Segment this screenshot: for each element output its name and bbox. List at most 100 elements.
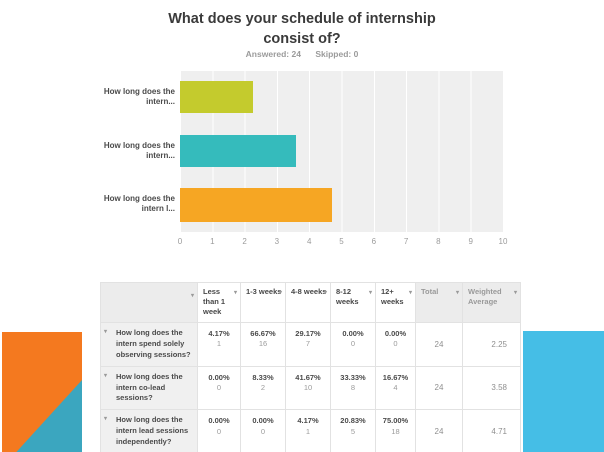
- count-value: 0: [216, 382, 222, 392]
- count-value: 4: [393, 382, 398, 392]
- col-header-label: Total: [421, 287, 439, 296]
- table-row: ▾ How long does the intern lead sessions…: [100, 409, 521, 452]
- answer-cell: 4.17% 1: [285, 409, 331, 452]
- sort-icon[interactable]: ▾: [368, 290, 372, 296]
- count-value: 2: [260, 382, 266, 392]
- col-header-total: Total ▾: [415, 282, 463, 323]
- percent-value: 8.33%: [252, 372, 274, 382]
- weighted-average-cell: 2.25: [462, 322, 521, 367]
- percent-value: 4.17%: [208, 329, 230, 338]
- sort-icon[interactable]: ▾: [408, 290, 412, 296]
- percent-value: 16.67%: [382, 372, 409, 382]
- count-value: 0: [350, 339, 356, 349]
- skipped-count: Skipped: 0: [315, 49, 359, 59]
- results-table: ▾ Less than 1 week ▾ 1-3 weeks ▾ 4-8 wee…: [100, 282, 521, 452]
- table-row: ▾ How long does the intern co-lead sessi…: [100, 365, 521, 411]
- row-expand-icon[interactable]: ▾: [104, 329, 108, 335]
- answer-cell: 0.00% 0: [330, 322, 376, 367]
- count-value: 1: [216, 339, 222, 349]
- count-value: 0: [260, 426, 266, 436]
- table-row: ▾ How long does the intern spend solely …: [100, 322, 521, 367]
- row-expand-icon[interactable]: ▾: [104, 416, 108, 423]
- answer-cell: 16.67% 4: [375, 365, 416, 411]
- count-value: 8: [350, 382, 356, 392]
- answered-count: Answered: 24: [245, 49, 301, 59]
- percent-value: 0.00%: [252, 416, 274, 426]
- category-label-observing: How long does the intern...: [103, 87, 175, 107]
- total-cell: 24: [415, 322, 463, 367]
- total-cell: 24: [415, 365, 463, 411]
- sort-icon[interactable]: ▾: [323, 290, 327, 296]
- sort-icon[interactable]: ▾: [233, 290, 237, 296]
- percent-value: 0.00%: [208, 416, 230, 426]
- sort-icon[interactable]: ▾: [278, 290, 282, 296]
- table-header-row: ▾ Less than 1 week ▾ 1-3 weeks ▾ 4-8 wee…: [100, 282, 521, 323]
- weighted-average-cell: 4.71: [462, 409, 521, 452]
- x-axis-tick: 4: [306, 237, 312, 246]
- percent-value: 66.67%: [250, 329, 276, 338]
- answer-cell: 0.00% 0: [197, 409, 241, 452]
- x-axis-ticks: 0 1 2 3 4 5 6 7 8 9 10: [177, 237, 508, 249]
- col-header-12-plus-weeks: 12+ weeks ▾: [375, 282, 416, 323]
- answer-cell: 0.00% 0: [375, 322, 416, 367]
- chart-plot-area: [180, 71, 503, 232]
- col-header-label: Weighted Average: [468, 287, 502, 307]
- count-value: 7: [305, 339, 311, 349]
- x-axis-tick: 3: [274, 237, 280, 246]
- row-expand-icon[interactable]: ▾: [104, 372, 108, 379]
- answer-cell: 4.17% 1: [197, 322, 241, 367]
- category-label-lead: How long does the intern l...: [103, 194, 175, 214]
- response-meta: Answered: 24 Skipped: 0: [0, 49, 604, 59]
- answer-cell: 29.17% 7: [285, 322, 331, 367]
- answer-cell: 33.33% 8: [330, 365, 376, 411]
- question-text: How long does the intern spend solely ob…: [116, 328, 191, 359]
- x-axis-tick: 10: [498, 237, 508, 246]
- col-header-less-than-1-week: Less than 1 week ▾: [197, 282, 241, 323]
- sort-icon[interactable]: ▾: [513, 290, 517, 296]
- chart-title-line1: What does your schedule of internship: [168, 11, 436, 27]
- x-axis-tick: 1: [210, 237, 215, 246]
- percent-value: 0.00%: [342, 329, 364, 338]
- col-header-label: 12+ weeks: [381, 287, 404, 307]
- answer-cell: 0.00% 0: [197, 365, 241, 411]
- answer-cell: 41.67% 10: [285, 365, 331, 411]
- chart-title: What does your schedule of internship co…: [0, 9, 604, 50]
- question-column-header: ▾: [100, 282, 198, 323]
- x-axis-tick: 8: [436, 237, 441, 246]
- x-axis-tick: 9: [468, 237, 473, 246]
- col-header-1-3-weeks: 1-3 weeks ▾: [240, 282, 286, 323]
- answer-cell: 0.00% 0: [240, 409, 286, 452]
- total-cell: 24: [415, 409, 463, 452]
- percent-value: 0.00%: [384, 329, 407, 338]
- bar-colead-sessions[interactable]: [180, 135, 296, 167]
- x-axis-tick: 0: [177, 237, 183, 246]
- count-value: 5: [350, 426, 356, 436]
- answer-cell: 20.83% 5: [330, 409, 376, 452]
- category-label-colead: How long does the intern...: [103, 141, 175, 161]
- count-value: 1: [305, 426, 311, 436]
- bar-observing-sessions[interactable]: [180, 81, 253, 113]
- x-axis-tick: 2: [242, 237, 247, 246]
- question-text: How long does the intern lead sessions i…: [116, 415, 189, 446]
- answer-cell: 75.00% 18: [375, 409, 416, 452]
- question-cell: ▾ How long does the intern spend solely …: [100, 322, 198, 367]
- col-header-weighted-average: Weighted Average ▾: [462, 282, 521, 323]
- col-header-label: 8-12 weeks: [336, 287, 359, 307]
- count-value: 10: [303, 382, 313, 392]
- count-value: 0: [216, 426, 222, 436]
- question-cell: ▾ How long does the intern lead sessions…: [100, 409, 198, 452]
- question-text: How long does the intern co-lead session…: [116, 371, 183, 403]
- count-value: 18: [391, 426, 400, 436]
- col-header-label: 1-3 weeks: [246, 287, 282, 296]
- sort-icon[interactable]: ▾: [190, 293, 194, 299]
- count-value: 0: [393, 339, 398, 349]
- bar-lead-independently[interactable]: [180, 188, 333, 222]
- decor-right-blue-block: [523, 331, 604, 452]
- sort-icon[interactable]: ▾: [455, 290, 459, 296]
- col-header-label: 4-8 weeks: [291, 287, 327, 296]
- count-value: 16: [258, 339, 268, 349]
- x-axis-tick: 7: [403, 237, 409, 246]
- percent-value: 0.00%: [208, 372, 230, 382]
- col-header-4-8-weeks: 4-8 weeks ▾: [285, 282, 331, 323]
